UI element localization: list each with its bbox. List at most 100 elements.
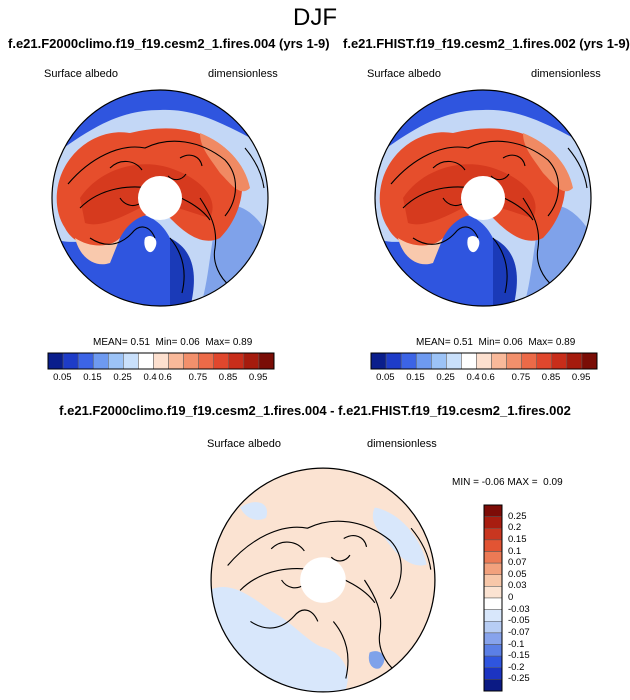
difference-polar-map xyxy=(210,467,436,693)
difference-min-label: MIN = xyxy=(452,477,479,488)
panel1-tick: 0.4 xyxy=(143,372,157,383)
coastline xyxy=(390,140,560,217)
panel2-tick: 0.4 xyxy=(466,372,480,383)
colorbar-box xyxy=(153,352,169,370)
difference-tick: -0.15 xyxy=(508,650,530,662)
colorbar-box xyxy=(483,621,503,634)
difference-tick: 0.05 xyxy=(508,568,527,580)
field-white-patch xyxy=(467,236,480,253)
difference-tick: 0.1 xyxy=(508,545,522,557)
difference-tick: 0.25 xyxy=(508,510,527,522)
colorbar-box xyxy=(47,352,64,370)
colorbar-box xyxy=(536,352,553,370)
pole-hole xyxy=(138,176,182,220)
colorbar-box xyxy=(415,352,432,370)
field-atlantic-deep xyxy=(493,238,517,306)
panel1-colorbar xyxy=(47,352,275,370)
season-title: DJF xyxy=(293,4,337,31)
panel1-tick: 0.85 xyxy=(218,372,238,383)
map-outline xyxy=(374,89,592,307)
panel1-tick: 0.75 xyxy=(188,372,208,383)
difference-variable-label: Surface albedo xyxy=(207,438,281,450)
coastline xyxy=(270,535,368,552)
coastline xyxy=(432,154,526,171)
coastline xyxy=(492,237,508,294)
colorbar-frame xyxy=(483,504,503,692)
panel1-tick: 0.25 xyxy=(113,372,132,383)
coastline xyxy=(522,197,554,287)
panel2-colorbar-ticks: 0.05 0.15 0.25 0.4 0.6 0.75 0.85 0.95 xyxy=(371,372,597,386)
panel1-mean-label: MEAN= xyxy=(93,337,128,348)
pole-hole xyxy=(300,557,346,603)
panel1-colorbar-ticks: 0.05 0.15 0.25 0.4 0.6 0.75 0.85 0.95 xyxy=(48,372,274,386)
colorbar-box xyxy=(198,352,214,370)
difference-tick: -0.1 xyxy=(508,638,525,650)
colorbar-box xyxy=(258,352,275,370)
panel2-polar-map xyxy=(374,89,592,307)
panel2-colorbar xyxy=(370,352,598,370)
coastline xyxy=(410,527,432,570)
colorbar-box xyxy=(461,352,477,370)
colorbar-box xyxy=(483,586,503,599)
panel1-max-label: Max= xyxy=(205,337,231,348)
colorbar-box xyxy=(483,655,503,668)
difference-tick: 0 xyxy=(508,592,514,603)
panel2-variable-label: Surface albedo xyxy=(367,68,441,80)
colorbar-box xyxy=(138,352,154,370)
coastline xyxy=(244,147,265,189)
coastline xyxy=(67,140,237,217)
panel2-title: f.e21.FHIST.f19_f19.cesm2_1.fires.002 (y… xyxy=(343,36,630,51)
colorbar-box xyxy=(123,352,139,370)
panel2-units-label: dimensionless xyxy=(531,68,601,80)
colorbar-box xyxy=(431,352,447,370)
difference-tick: -0.25 xyxy=(508,673,530,685)
panel1-tick: 0.6 xyxy=(158,372,172,383)
panel1-mean-value: 0.51 xyxy=(130,337,150,348)
coastline xyxy=(89,226,156,245)
difference-tick: 0.07 xyxy=(508,557,527,569)
field-blue-spot xyxy=(368,651,385,669)
difference-max-value: 0.09 xyxy=(543,477,563,488)
colorbar-box xyxy=(483,528,503,541)
colorbar-box xyxy=(62,352,79,370)
map-outline xyxy=(51,89,269,307)
panel2-mean-label: MEAN= xyxy=(416,337,451,348)
field-atlantic-deep xyxy=(170,238,194,306)
difference-max-label: MAX = xyxy=(507,477,538,488)
coastline xyxy=(250,609,319,629)
difference-stats: MIN = -0.06 MAX = 0.09 xyxy=(452,477,563,488)
colorbar-box xyxy=(483,667,503,680)
colorbar-box xyxy=(483,597,503,610)
colorbar-box xyxy=(483,562,503,575)
difference-min-value: -0.06 xyxy=(481,477,505,488)
colorbar-box xyxy=(370,352,387,370)
colorbar-box xyxy=(228,352,245,370)
coastline xyxy=(227,520,402,600)
colorbar-box xyxy=(483,609,503,622)
colorbar-box xyxy=(483,539,503,552)
colorbar-box xyxy=(483,504,503,517)
colorbar-box xyxy=(92,352,109,370)
panel2-min-label: Min= xyxy=(478,337,501,348)
colorbar-box xyxy=(446,352,462,370)
panel1-min-value: 0.06 xyxy=(180,337,200,348)
colorbar-frame xyxy=(47,352,275,370)
colorbar-box xyxy=(483,679,503,692)
pole-hole xyxy=(461,176,505,220)
panel2-tick: 0.75 xyxy=(511,372,531,383)
panel2-tick: 0.05 xyxy=(376,372,395,383)
panel2-tick: 0.6 xyxy=(481,372,495,383)
field-blue-patch xyxy=(240,502,268,520)
difference-units-label: dimensionless xyxy=(367,438,437,450)
panel1-units-label: dimensionless xyxy=(208,68,278,80)
difference-tick: -0.2 xyxy=(508,661,525,673)
map-outline xyxy=(210,467,436,693)
panel2-mean-value: 0.51 xyxy=(453,337,473,348)
colorbar-box xyxy=(521,352,537,370)
panel1-min-label: Min= xyxy=(155,337,178,348)
colorbar-box xyxy=(491,352,507,370)
colorbar-box xyxy=(483,632,503,645)
difference-tick: -0.03 xyxy=(508,603,530,615)
panel1-tick: 0.95 xyxy=(248,372,268,383)
colorbar-box xyxy=(483,516,503,529)
